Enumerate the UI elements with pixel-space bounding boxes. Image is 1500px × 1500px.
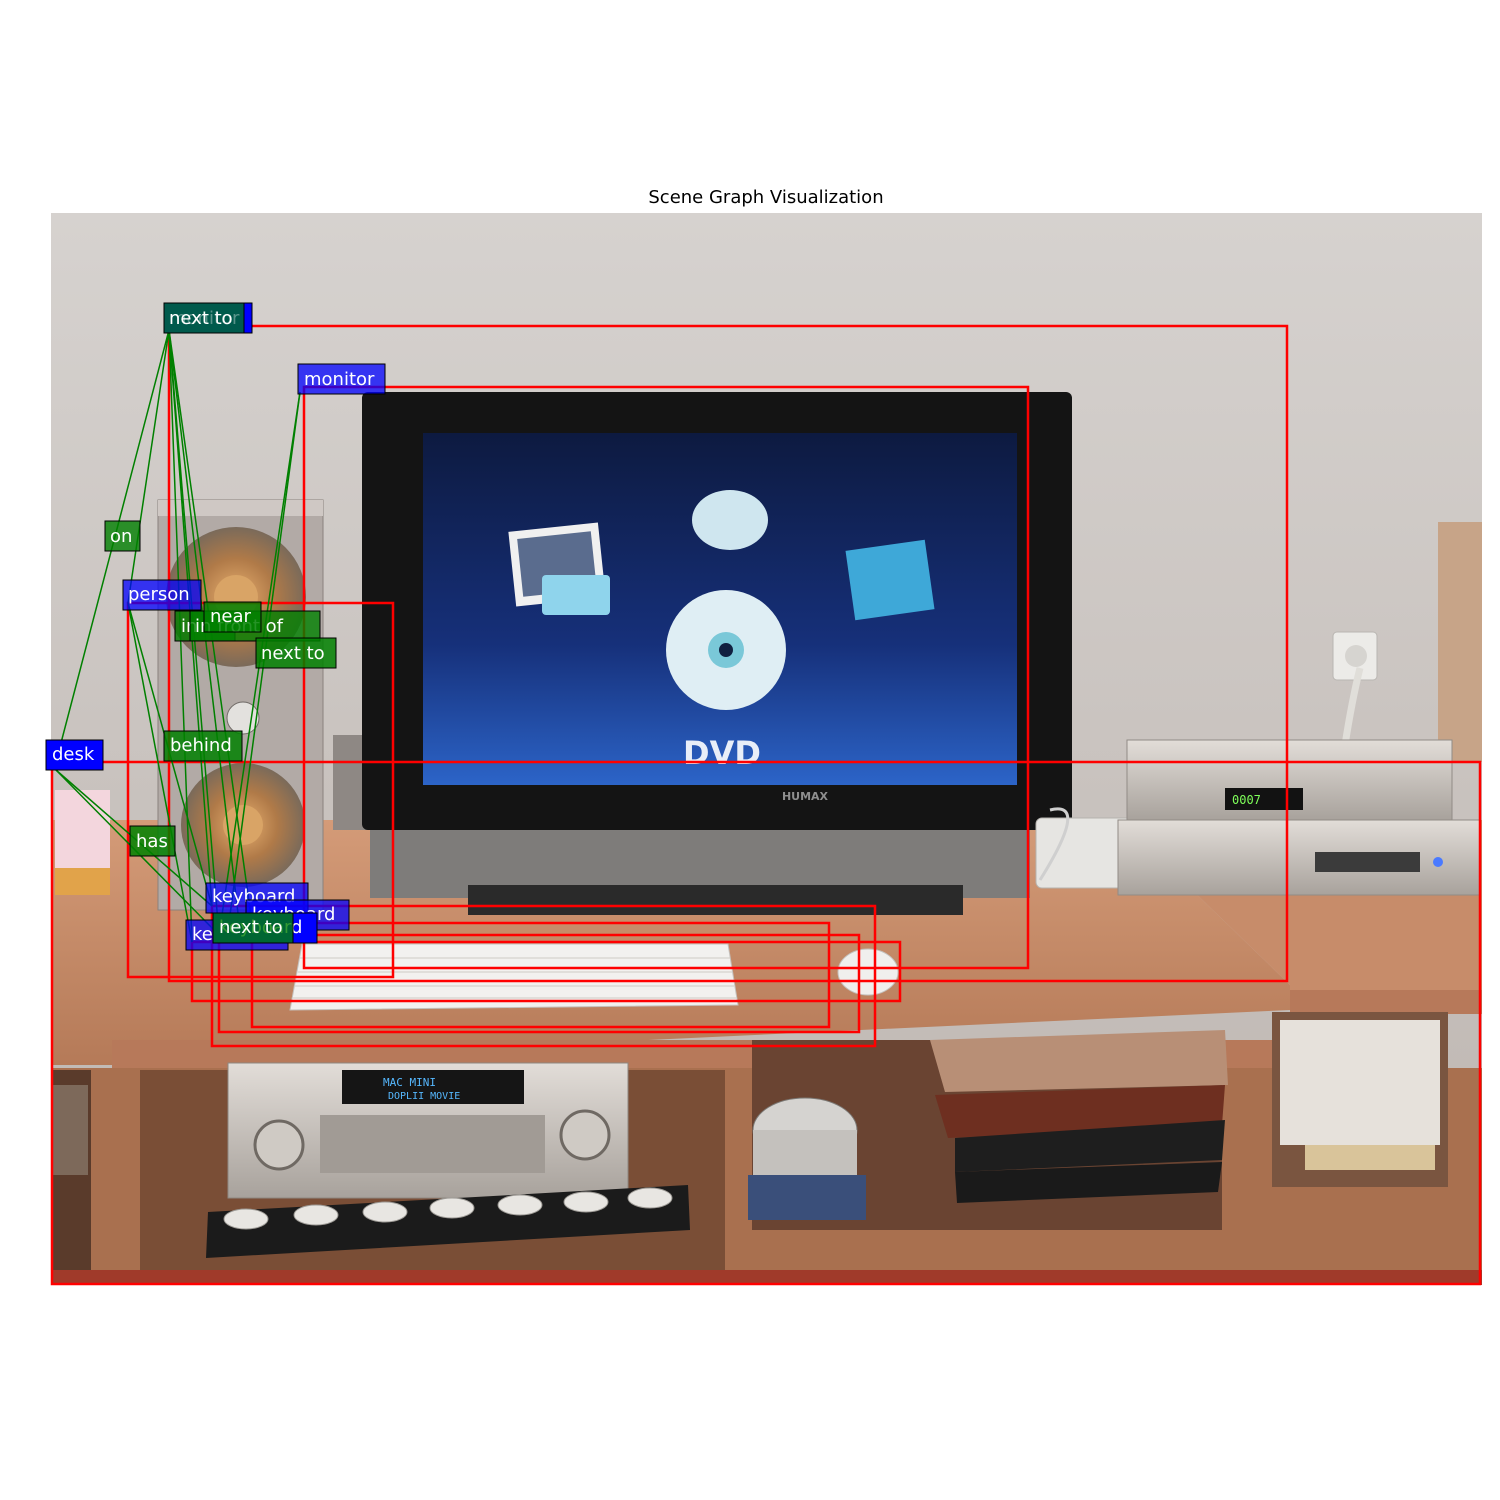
relation-label-box <box>104 520 141 552</box>
dvd-recorder <box>1117 819 1481 896</box>
object-label-box <box>122 579 202 611</box>
relation-labels: monitor next to on in in front of near n… <box>104 302 337 944</box>
receiver-knob-left <box>253 1119 305 1171</box>
keyboard-key-rows <box>293 957 736 999</box>
cable <box>1038 807 1070 881</box>
object-label-monitor: monitor <box>304 369 375 390</box>
object-label-desk: desk <box>52 744 95 765</box>
dvd-caption: DVD <box>683 734 761 772</box>
relation-label-has: has <box>136 831 168 852</box>
magazine-box <box>1305 1145 1435 1170</box>
receiver-door <box>320 1115 545 1173</box>
speaker-cap-bottom <box>223 805 263 845</box>
bbox-desk <box>50 760 1482 1286</box>
relation-label-box <box>129 825 176 857</box>
door-edge <box>1438 522 1482 762</box>
relation-label-box <box>203 601 262 633</box>
left-device <box>52 1085 88 1175</box>
relation-label-on: on <box>110 526 132 547</box>
relation-label-near: near <box>210 606 252 627</box>
box-file <box>930 1030 1228 1092</box>
dvd-cases <box>748 1175 866 1220</box>
screen-menu: DVD <box>508 490 935 772</box>
camera-icon <box>542 575 610 615</box>
socket-hole <box>1345 645 1367 667</box>
keyboard-object <box>289 943 739 1011</box>
receiver-mode-text: DOPLII MOVIE <box>388 1091 460 1102</box>
relation-label-next-to-1: next to <box>261 643 325 664</box>
dvd-recorder-led <box>1433 857 1443 867</box>
card-stand <box>55 868 110 895</box>
black-book-1 <box>955 1120 1225 1172</box>
relation-label-box <box>212 912 294 944</box>
relation-label-behind: behind <box>170 735 232 756</box>
receiver-knob-right <box>559 1109 611 1161</box>
tv-brand-logo: HUMAX <box>782 790 829 803</box>
relation-label-next-to-top: next to <box>169 308 233 329</box>
mouse-object <box>837 948 899 996</box>
tealights <box>223 1187 673 1230</box>
object-label-box <box>45 739 104 771</box>
relation-label-box <box>255 637 337 669</box>
dvd-disc-hole <box>719 643 733 657</box>
relation-label-next-to-2: next to <box>219 917 283 938</box>
red-binder <box>935 1085 1225 1138</box>
music-icon <box>692 490 768 550</box>
bbox-monitor <box>302 385 1030 970</box>
object-label-box <box>297 363 386 395</box>
bbox-keyboard-1 <box>210 904 877 1048</box>
receiver-display-panel <box>342 1070 524 1104</box>
bbox-keyboard-2 <box>250 921 831 1029</box>
desk-edge-right <box>1290 990 1482 1014</box>
object-label-top: monitor <box>169 308 240 329</box>
relation-label-box <box>163 730 243 762</box>
edge <box>127 602 193 943</box>
cd-stack <box>753 1130 857 1175</box>
figure-title: Scene Graph Visualization <box>648 187 884 208</box>
dvd-recorder-tray <box>1315 852 1420 872</box>
photo: MAC MINI DOPLII MOVIE <box>51 213 1482 1285</box>
black-book-2 <box>955 1162 1222 1203</box>
object-labels: monitor person desk keyboard keyboard ke… <box>45 302 386 951</box>
tv-stand <box>468 885 963 915</box>
movie-icon <box>845 539 935 621</box>
speaker-tweeter <box>226 701 260 735</box>
receiver-display-text: MAC MINI <box>383 1076 436 1089</box>
bbox-top <box>167 324 1289 983</box>
floor <box>51 1270 1482 1285</box>
satellite-display-text: 0007 <box>1232 793 1261 807</box>
bbox-keyboard-4 <box>217 933 861 1034</box>
satellite-display <box>1225 788 1303 810</box>
object-label-person: person <box>128 584 190 605</box>
power-cable <box>1341 667 1364 746</box>
bounding-boxes <box>50 324 1482 1286</box>
relation-label-box <box>163 302 245 334</box>
magazines <box>1280 1020 1440 1145</box>
bbox-keyboard-3 <box>190 940 902 1003</box>
edge <box>127 329 170 604</box>
